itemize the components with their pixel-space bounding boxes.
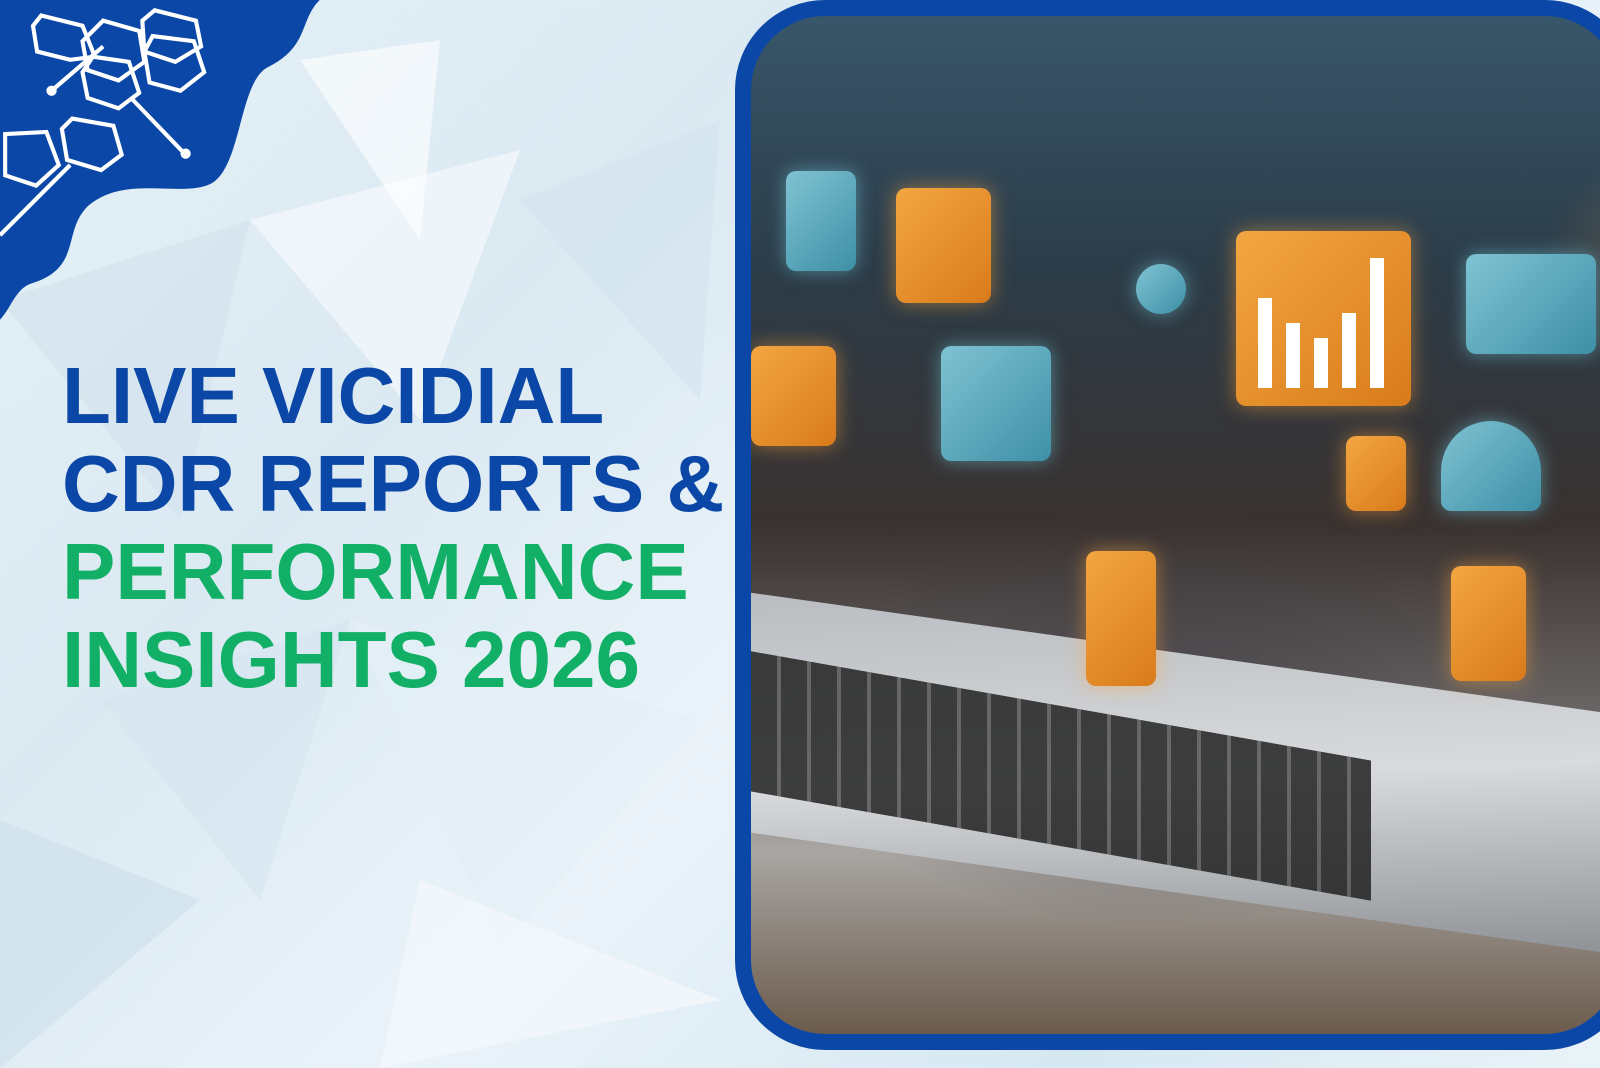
headline: LIVE VICIDIAL CDR REPORTS & PERFORMANCE … (62, 352, 724, 704)
headline-line-3: PERFORMANCE (62, 527, 689, 616)
bar-chart-icon (1236, 231, 1411, 406)
headline-line-4: INSIGHTS 2026 (62, 615, 641, 704)
profile-card-icon (941, 346, 1051, 461)
user-icon (1466, 254, 1596, 354)
building-chart-icon (786, 171, 856, 271)
hero-photo-frame (735, 0, 1600, 1050)
headline-line-2: CDR REPORTS & (62, 439, 725, 528)
hexagon-network-graphic (0, 0, 320, 320)
triangle-icon (896, 188, 991, 303)
headline-line-1: LIVE VICIDIAL (62, 351, 605, 440)
tablet-icon (1086, 551, 1156, 686)
location-pin-icon (1451, 566, 1526, 681)
upload-icon (751, 346, 836, 446)
gear-icon (1136, 264, 1186, 314)
cloud-icon (1441, 421, 1541, 511)
frame-icon (1346, 436, 1406, 511)
